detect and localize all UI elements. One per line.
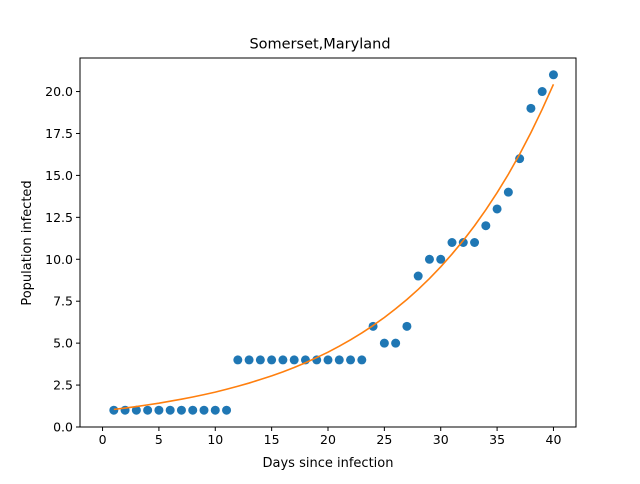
data-point — [289, 355, 299, 365]
data-point — [391, 338, 401, 348]
data-point — [165, 405, 175, 415]
x-tick-label: 25 — [376, 432, 392, 447]
data-point — [154, 405, 164, 415]
x-tick-label: 20 — [320, 432, 336, 447]
data-point — [334, 355, 344, 365]
fit-curve-line — [113, 84, 555, 411]
data-point — [481, 221, 491, 231]
y-tick-label: 12.5 — [45, 210, 73, 225]
data-point — [357, 355, 367, 365]
x-axis-label: Days since infection — [263, 456, 394, 471]
data-point — [131, 405, 141, 415]
x-tick-label: 30 — [433, 432, 449, 447]
data-point — [188, 405, 198, 415]
x-tick-label: 0 — [99, 432, 107, 447]
data-point — [413, 271, 423, 281]
axes-frame — [79, 57, 577, 428]
data-point — [526, 103, 536, 113]
data-point — [143, 405, 153, 415]
data-point — [492, 204, 502, 214]
x-tick-label: 15 — [264, 432, 280, 447]
y-tick-label: 10.0 — [45, 252, 73, 267]
data-point — [424, 254, 434, 264]
data-point — [109, 405, 119, 415]
data-point — [470, 238, 480, 247]
data-point — [537, 87, 547, 97]
data-point — [244, 355, 254, 365]
x-tick-label: 35 — [489, 432, 505, 447]
y-tick-label: 17.5 — [45, 126, 73, 141]
x-tick-label: 10 — [207, 432, 223, 447]
y-tick-label: 20.0 — [45, 84, 73, 99]
data-point — [210, 405, 220, 415]
chart-title: Somerset,Maryland — [249, 37, 390, 53]
data-point — [346, 355, 356, 365]
data-point — [255, 355, 265, 365]
y-axis-label: Population infected — [20, 180, 35, 305]
y-tick-label: 15.0 — [45, 168, 73, 183]
data-point — [312, 355, 322, 365]
y-tick-label: 2.5 — [53, 378, 73, 393]
y-tick-label: 5.0 — [53, 336, 73, 351]
x-tick-label: 5 — [155, 432, 163, 447]
data-point — [548, 70, 558, 80]
data-point — [436, 254, 446, 264]
data-point — [402, 321, 412, 331]
data-point — [233, 355, 243, 365]
data-point — [515, 154, 525, 164]
y-tick-label: 0.0 — [53, 420, 73, 435]
data-point — [278, 355, 288, 365]
data-point — [222, 405, 232, 415]
data-point — [458, 238, 468, 247]
data-point — [267, 355, 277, 365]
data-point — [323, 355, 333, 365]
data-point — [199, 405, 209, 415]
data-point — [379, 338, 389, 348]
data-point — [447, 238, 457, 247]
plot-area: 0 5 10 15 20 25 30 35 40 0.0 2.5 5.0 7.5 10.0 12.5 15.0… — [45, 57, 577, 447]
x-tick-label: 40 — [546, 432, 562, 447]
data-point — [176, 405, 186, 415]
data-point — [503, 187, 513, 197]
y-tick-label: 7.5 — [53, 294, 73, 309]
